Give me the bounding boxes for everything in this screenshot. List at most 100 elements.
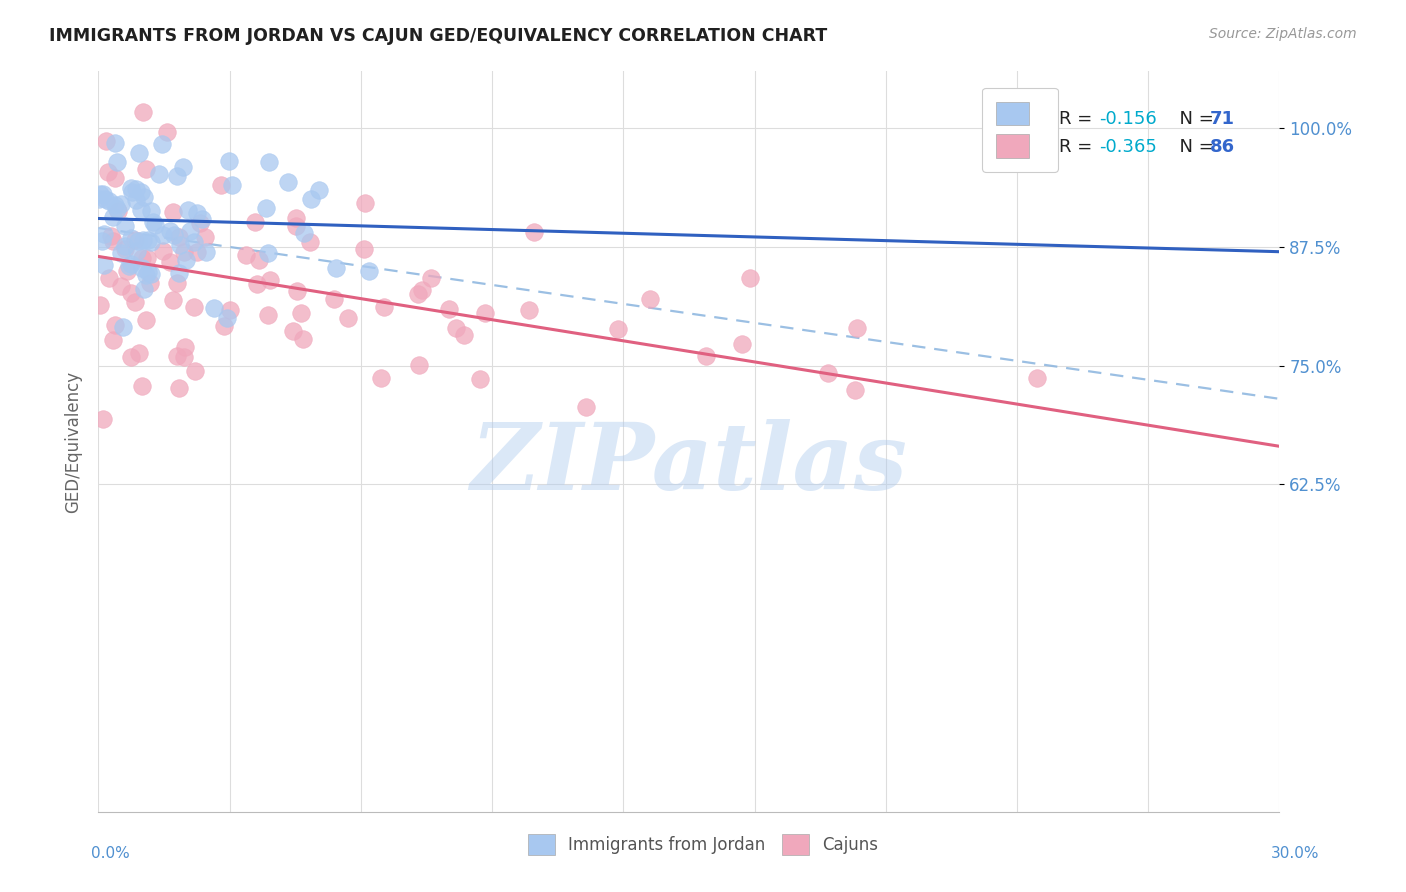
Point [125,182,148,196]
Point [125,194,148,208]
Point [128,146,150,161]
Point [127,244,149,258]
Point [159,224,181,238]
Text: R =: R = [1059,111,1098,128]
Point [143,218,166,232]
Point [104,198,127,212]
Point [162,293,184,308]
Point [249,253,271,268]
Point [129,202,152,217]
Point [174,253,197,268]
Point [97,271,120,285]
Point [120,285,142,300]
Point [209,178,232,192]
Point [290,306,312,320]
Point [110,197,132,211]
Point [100,229,122,244]
Point [105,154,128,169]
Point [284,211,307,225]
Point [370,371,392,385]
Point [172,160,194,174]
Text: 30.0%: 30.0% [1271,847,1319,861]
Text: N =: N = [1167,137,1219,155]
Point [257,245,280,260]
Point [89,187,111,202]
Point [107,203,129,218]
Point [131,251,153,265]
Point [111,319,134,334]
Point [640,292,662,306]
Point [259,273,281,287]
Point [94,192,117,206]
Point [221,178,243,193]
Point [353,242,375,256]
Point [817,367,839,381]
Point [731,336,754,351]
Point [212,319,235,334]
Point [162,205,184,219]
Point [292,332,315,346]
Point [120,180,142,194]
Point [167,267,190,281]
Point [91,412,114,426]
Point [152,244,174,258]
Point [134,190,156,204]
Point [132,282,155,296]
Point [101,211,124,225]
Point [104,318,127,332]
Point [93,227,115,242]
Point [169,238,191,252]
Point [411,283,433,297]
Point [97,194,120,208]
Point [218,154,240,169]
Point [183,364,205,378]
Point [131,379,153,393]
Point [257,155,280,169]
Point [285,219,308,234]
Point [114,219,136,234]
Point [607,322,630,336]
Point [287,284,309,298]
Point [217,310,239,325]
Point [177,202,200,217]
Point [470,372,492,386]
Point [150,137,173,152]
Point [101,234,124,248]
Point [139,276,162,290]
Point [120,256,142,270]
Point [156,125,179,139]
Point [139,268,162,282]
Point [406,286,429,301]
Point [298,235,321,250]
Point [121,186,143,200]
Point [474,306,496,320]
Point [186,245,208,260]
Point [243,215,266,229]
Point [444,321,467,335]
Text: 71: 71 [1209,111,1234,128]
Point [194,230,217,244]
Point [114,243,136,257]
Point [299,192,322,206]
Point [517,302,540,317]
Legend: Immigrants from Jordan, Cajuns: Immigrants from Jordan, Cajuns [522,828,884,862]
Point [173,244,195,259]
Point [254,201,277,215]
Point [186,206,208,220]
Point [166,276,188,290]
Point [337,310,360,325]
Point [135,161,157,176]
Point [107,202,129,217]
Point [148,167,170,181]
Point [191,211,214,226]
Point [194,244,217,259]
Point [846,320,869,334]
Point [281,324,304,338]
Point [131,261,153,276]
Point [183,235,205,249]
Point [408,358,430,372]
Text: IMMIGRANTS FROM JORDAN VS CAJUN GED/EQUIVALENCY CORRELATION CHART: IMMIGRANTS FROM JORDAN VS CAJUN GED/EQUI… [49,27,828,45]
Point [166,169,188,184]
Point [135,268,157,282]
Point [163,227,186,242]
